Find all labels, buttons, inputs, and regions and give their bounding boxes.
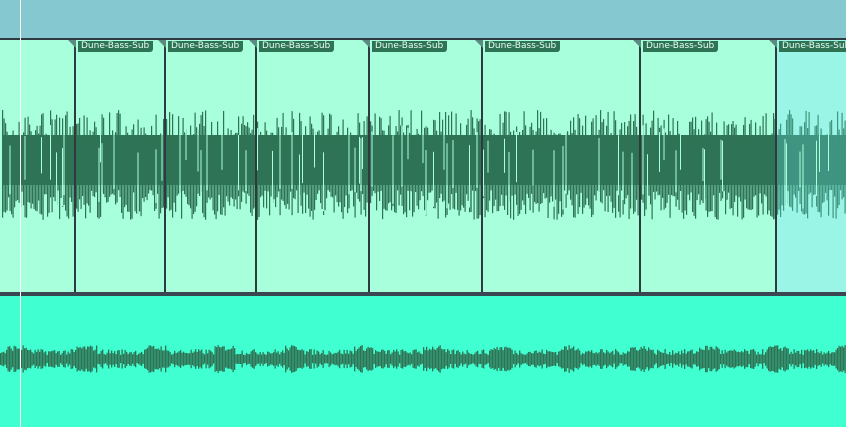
audio-region[interactable]: [0, 40, 74, 292]
audio-track-2[interactable]: [0, 296, 846, 427]
region-name: Dune-Bass-Sub: [168, 41, 244, 52]
audio-region[interactable]: Dune-Bass-Sub: [158, 40, 255, 292]
region-waveform: [257, 111, 368, 220]
track-divider: [0, 292, 846, 296]
waveform-track-1: [2, 40, 846, 292]
region-flag-icon: [68, 40, 76, 48]
region-name: Dune-Bass-Sub: [779, 41, 846, 52]
audio-region[interactable]: Dune-Bass-Sub: [249, 40, 368, 292]
region-flag-icon: [362, 40, 370, 48]
region-waveform: [2, 110, 74, 220]
region-waveform: [483, 110, 639, 220]
track-2-waveform: [0, 345, 846, 373]
region-waveform: [370, 110, 481, 220]
region-flag-icon: [249, 40, 257, 48]
region-waveform: [166, 110, 256, 220]
audio-region[interactable]: Dune-Bass-Sub: [769, 40, 846, 292]
audio-region[interactable]: Dune-Bass-Sub: [633, 40, 775, 292]
waveform-track-2: [0, 345, 846, 373]
region-name: Dune-Bass-Sub: [78, 41, 154, 52]
region-name: Dune-Bass-Sub: [372, 41, 448, 52]
audio-region[interactable]: Dune-Bass-Sub: [475, 40, 639, 292]
region-flag-icon: [158, 40, 166, 48]
region-name: Dune-Bass-Sub: [259, 41, 335, 52]
region-name: Dune-Bass-Sub: [485, 41, 561, 52]
audio-region[interactable]: Dune-Bass-Sub: [68, 40, 164, 292]
audio-track-1[interactable]: Dune-Bass-Sub Dune-Bass-Sub Dune-Bass-Sub D…: [0, 40, 846, 294]
playhead[interactable]: [20, 0, 21, 427]
region-waveform: [777, 110, 846, 219]
region-flag-icon: [475, 40, 483, 48]
region-waveform: [641, 110, 776, 224]
audio-region[interactable]: Dune-Bass-Sub: [362, 40, 481, 292]
timeline-ruler[interactable]: [0, 0, 846, 40]
region-flag-icon: [633, 40, 641, 48]
region-flag-icon: [769, 40, 777, 48]
region-waveform: [76, 110, 165, 220]
region-name: Dune-Bass-Sub: [643, 41, 719, 52]
